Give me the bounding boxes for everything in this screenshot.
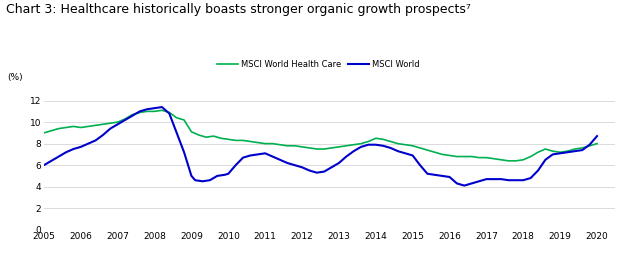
Text: (%): (%) [7, 73, 23, 82]
Legend: MSCI World Health Care, MSCI World: MSCI World Health Care, MSCI World [214, 57, 423, 72]
Text: Chart 3: Healthcare historically boasts stronger organic growth prospects⁷: Chart 3: Healthcare historically boasts … [6, 3, 471, 16]
